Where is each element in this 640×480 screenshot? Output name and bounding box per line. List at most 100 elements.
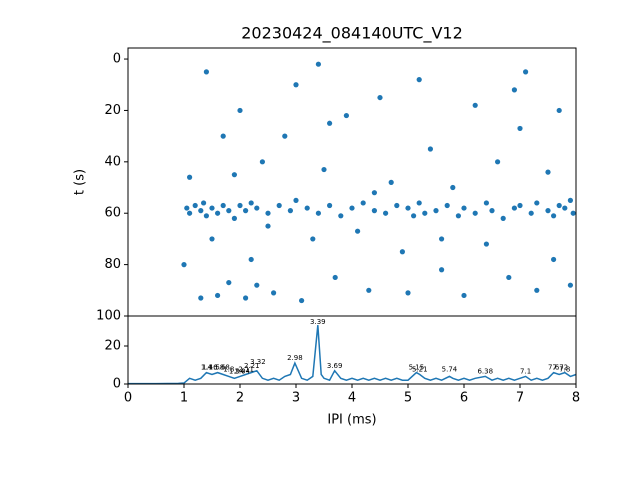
y-tick-label: 20 bbox=[104, 103, 121, 118]
point bbox=[405, 290, 411, 296]
point bbox=[187, 210, 193, 216]
x-tick-label: 8 bbox=[572, 391, 580, 406]
y-tick-label: 60 bbox=[104, 206, 121, 221]
point bbox=[551, 256, 557, 263]
annotation: 3.32 bbox=[250, 358, 266, 366]
point bbox=[399, 249, 405, 255]
point bbox=[215, 210, 221, 216]
point bbox=[472, 102, 478, 108]
x-tick-label: 3 bbox=[292, 391, 300, 406]
point bbox=[472, 210, 478, 216]
point bbox=[315, 61, 321, 67]
point bbox=[248, 200, 254, 206]
point bbox=[511, 87, 517, 93]
line bbox=[128, 325, 577, 385]
point bbox=[545, 208, 551, 214]
point bbox=[231, 172, 237, 178]
point bbox=[562, 205, 568, 211]
y-tick-label: 40 bbox=[104, 154, 121, 169]
point bbox=[304, 205, 310, 211]
point bbox=[184, 205, 190, 211]
annotation: 7.72 bbox=[553, 364, 569, 372]
point bbox=[299, 297, 305, 304]
point bbox=[276, 202, 282, 209]
point bbox=[220, 202, 226, 209]
annotation: 7.6 bbox=[548, 364, 560, 372]
point bbox=[327, 202, 333, 209]
point bbox=[405, 205, 411, 211]
annotation: 2.21 bbox=[244, 362, 260, 370]
point bbox=[201, 200, 207, 206]
point bbox=[483, 241, 489, 247]
point bbox=[439, 267, 445, 273]
x-tick-label: 1 bbox=[180, 391, 188, 406]
point bbox=[500, 215, 506, 221]
point bbox=[551, 213, 557, 219]
point bbox=[265, 223, 271, 229]
point bbox=[444, 202, 450, 209]
x-tick-label: 7 bbox=[516, 391, 524, 406]
point bbox=[209, 236, 215, 242]
annotation: 2.04 bbox=[234, 368, 250, 376]
point bbox=[254, 282, 260, 288]
point bbox=[461, 205, 467, 211]
chart-title: 20230424_084140UTC_V12 bbox=[241, 24, 463, 44]
x-tick-label: 6 bbox=[460, 391, 468, 406]
point bbox=[450, 184, 456, 191]
point bbox=[327, 120, 333, 126]
point bbox=[360, 200, 366, 206]
point bbox=[422, 210, 428, 216]
point bbox=[383, 210, 389, 216]
point bbox=[416, 77, 422, 83]
x-tick-label: 0 bbox=[124, 391, 132, 406]
point bbox=[511, 205, 517, 211]
annotation: 5.15 bbox=[409, 364, 425, 372]
point bbox=[237, 107, 243, 114]
x-axis-label: IPI (ms) bbox=[327, 413, 376, 428]
point bbox=[287, 208, 293, 214]
point bbox=[220, 133, 226, 139]
y-tick-label: 100 bbox=[96, 309, 121, 324]
annotation: 6.38 bbox=[477, 368, 493, 376]
point bbox=[570, 210, 576, 216]
point bbox=[567, 282, 574, 288]
point bbox=[231, 215, 237, 221]
y-tick-label: 0 bbox=[113, 377, 121, 392]
annotation: 1.4 bbox=[201, 364, 213, 372]
point bbox=[338, 213, 344, 219]
point bbox=[248, 256, 254, 263]
point bbox=[203, 69, 209, 75]
point bbox=[411, 213, 417, 219]
point bbox=[371, 190, 377, 196]
annotation: 5.21 bbox=[412, 366, 428, 374]
point bbox=[198, 208, 204, 214]
point bbox=[226, 208, 232, 214]
point bbox=[259, 159, 265, 165]
point bbox=[215, 292, 221, 299]
annotation: 5.74 bbox=[442, 366, 458, 374]
point bbox=[181, 262, 187, 268]
annotation: 2.11 bbox=[238, 366, 254, 374]
point bbox=[332, 274, 338, 281]
point bbox=[293, 197, 299, 203]
annotation: 1.58 bbox=[209, 364, 225, 372]
annotation: 7.8 bbox=[559, 366, 570, 374]
point bbox=[203, 213, 209, 219]
point bbox=[310, 236, 316, 242]
point bbox=[198, 295, 204, 301]
point bbox=[534, 287, 540, 293]
point bbox=[293, 82, 299, 88]
annotation: 2.98 bbox=[287, 354, 303, 362]
point bbox=[545, 169, 551, 175]
point bbox=[243, 295, 249, 301]
point bbox=[556, 107, 562, 114]
point bbox=[254, 205, 260, 211]
point bbox=[349, 205, 355, 211]
point bbox=[271, 290, 277, 296]
annotation: 1.68 bbox=[214, 364, 230, 372]
point bbox=[439, 236, 445, 242]
x-tick-label: 5 bbox=[404, 391, 412, 406]
point bbox=[282, 133, 288, 139]
